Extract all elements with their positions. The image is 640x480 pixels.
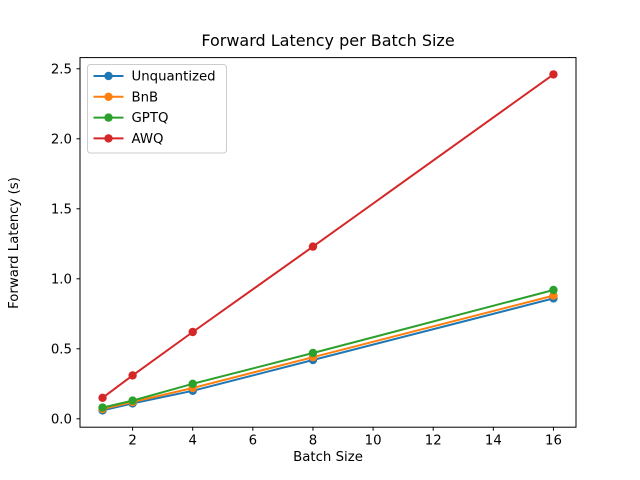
y-axis-label: Forward Latency (s) bbox=[7, 177, 22, 309]
x-axis-label: Batch Size bbox=[293, 450, 363, 465]
legend-marker-awq bbox=[104, 134, 113, 143]
x-tick-label: 12 bbox=[425, 434, 442, 449]
axes-frame bbox=[79, 57, 577, 428]
x-tick-label: 2 bbox=[128, 434, 136, 449]
y-tick-label: 2.0 bbox=[51, 132, 72, 147]
chart-title: Forward Latency per Batch Size bbox=[201, 31, 455, 50]
legend-label-unquantized: Unquantized bbox=[132, 70, 216, 85]
plot-line-bnb bbox=[102, 294, 554, 410]
data-point-awq bbox=[308, 242, 318, 251]
y-tick-label: 1.5 bbox=[51, 202, 72, 217]
y-tick-label: 1.0 bbox=[51, 272, 72, 287]
legend-label-bnb: BnB bbox=[132, 90, 159, 105]
x-tick-label: 16 bbox=[545, 434, 562, 449]
legend-label-gptq: GPTQ bbox=[132, 111, 169, 126]
x-tick-label: 10 bbox=[365, 434, 382, 449]
data-point-gptq bbox=[188, 379, 197, 388]
legend-label-awq: AWQ bbox=[132, 132, 164, 147]
data-point-awq bbox=[188, 327, 197, 337]
x-tick-label: 8 bbox=[309, 434, 317, 449]
data-point-awq bbox=[98, 393, 107, 402]
x-tick-label: 14 bbox=[485, 434, 502, 449]
x-tick-label: 6 bbox=[249, 434, 257, 449]
legend-marker-unquantized bbox=[104, 71, 113, 81]
data-point-gptq bbox=[549, 285, 558, 295]
y-tick-label: 2.5 bbox=[51, 62, 72, 77]
legend-marker-bnb bbox=[104, 92, 113, 102]
data-point-awq bbox=[128, 371, 137, 380]
legend-box bbox=[87, 64, 227, 154]
data-point-gptq bbox=[128, 396, 137, 405]
data-point-awq bbox=[549, 70, 558, 79]
data-point-gptq bbox=[98, 403, 107, 412]
x-tick-label: 4 bbox=[188, 434, 196, 449]
y-tick-label: 0.0 bbox=[51, 412, 72, 427]
legend-marker-gptq bbox=[104, 113, 113, 122]
y-tick-label: 0.5 bbox=[51, 342, 72, 357]
data-point-gptq bbox=[308, 348, 318, 358]
